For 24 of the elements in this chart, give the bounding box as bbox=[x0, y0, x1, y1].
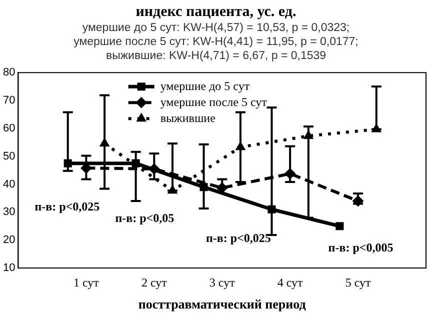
legend-label: умершие до 5 сут bbox=[160, 78, 250, 93]
annotation: п-в: p<0,05 bbox=[115, 211, 174, 226]
annotation: п-в: p<0,025 bbox=[206, 230, 271, 245]
annotation: п-в: p<0,025 bbox=[34, 200, 100, 214]
x-tick-label: 3 сут bbox=[209, 275, 236, 290]
x-axis-title: посттравматический период bbox=[138, 296, 306, 312]
annotation: п-в: p<0,005 bbox=[328, 240, 394, 255]
y-tick-label: 20 bbox=[2, 234, 16, 246]
y-tick-label: 70 bbox=[2, 94, 16, 107]
x-tick-label: 4 сут bbox=[277, 275, 304, 290]
point bbox=[336, 222, 344, 230]
x-tick-label: 1 сут bbox=[73, 275, 100, 290]
x-tick-label: 2 сут bbox=[141, 275, 168, 290]
y-tick-label: 60 bbox=[2, 122, 16, 134]
chart-subtitle: умершие до 5 сут: KW-H(4,57) = 10,53, p = 0,0323; умершие после 5 сут: KW-H(4,41) = 11,95, p = 0,0177; выжившие: KW-H(4,71) = 6,67, p = 0,1539 bbox=[72, 21, 360, 63]
y-tick-label: 30 bbox=[2, 206, 16, 218]
chart-title: индекс пациента, ус. ед. bbox=[134, 4, 298, 21]
y-tick-label: 80 bbox=[2, 66, 16, 79]
legend-label: умершие после 5 сут bbox=[160, 94, 268, 109]
x-tick-label: 5 сут bbox=[345, 275, 372, 290]
legend-label: выжившие bbox=[160, 110, 216, 125]
y-tick-label: 10 bbox=[2, 262, 16, 274]
y-tick-label: 50 bbox=[2, 150, 16, 162]
y-tick-label: 40 bbox=[2, 178, 16, 190]
